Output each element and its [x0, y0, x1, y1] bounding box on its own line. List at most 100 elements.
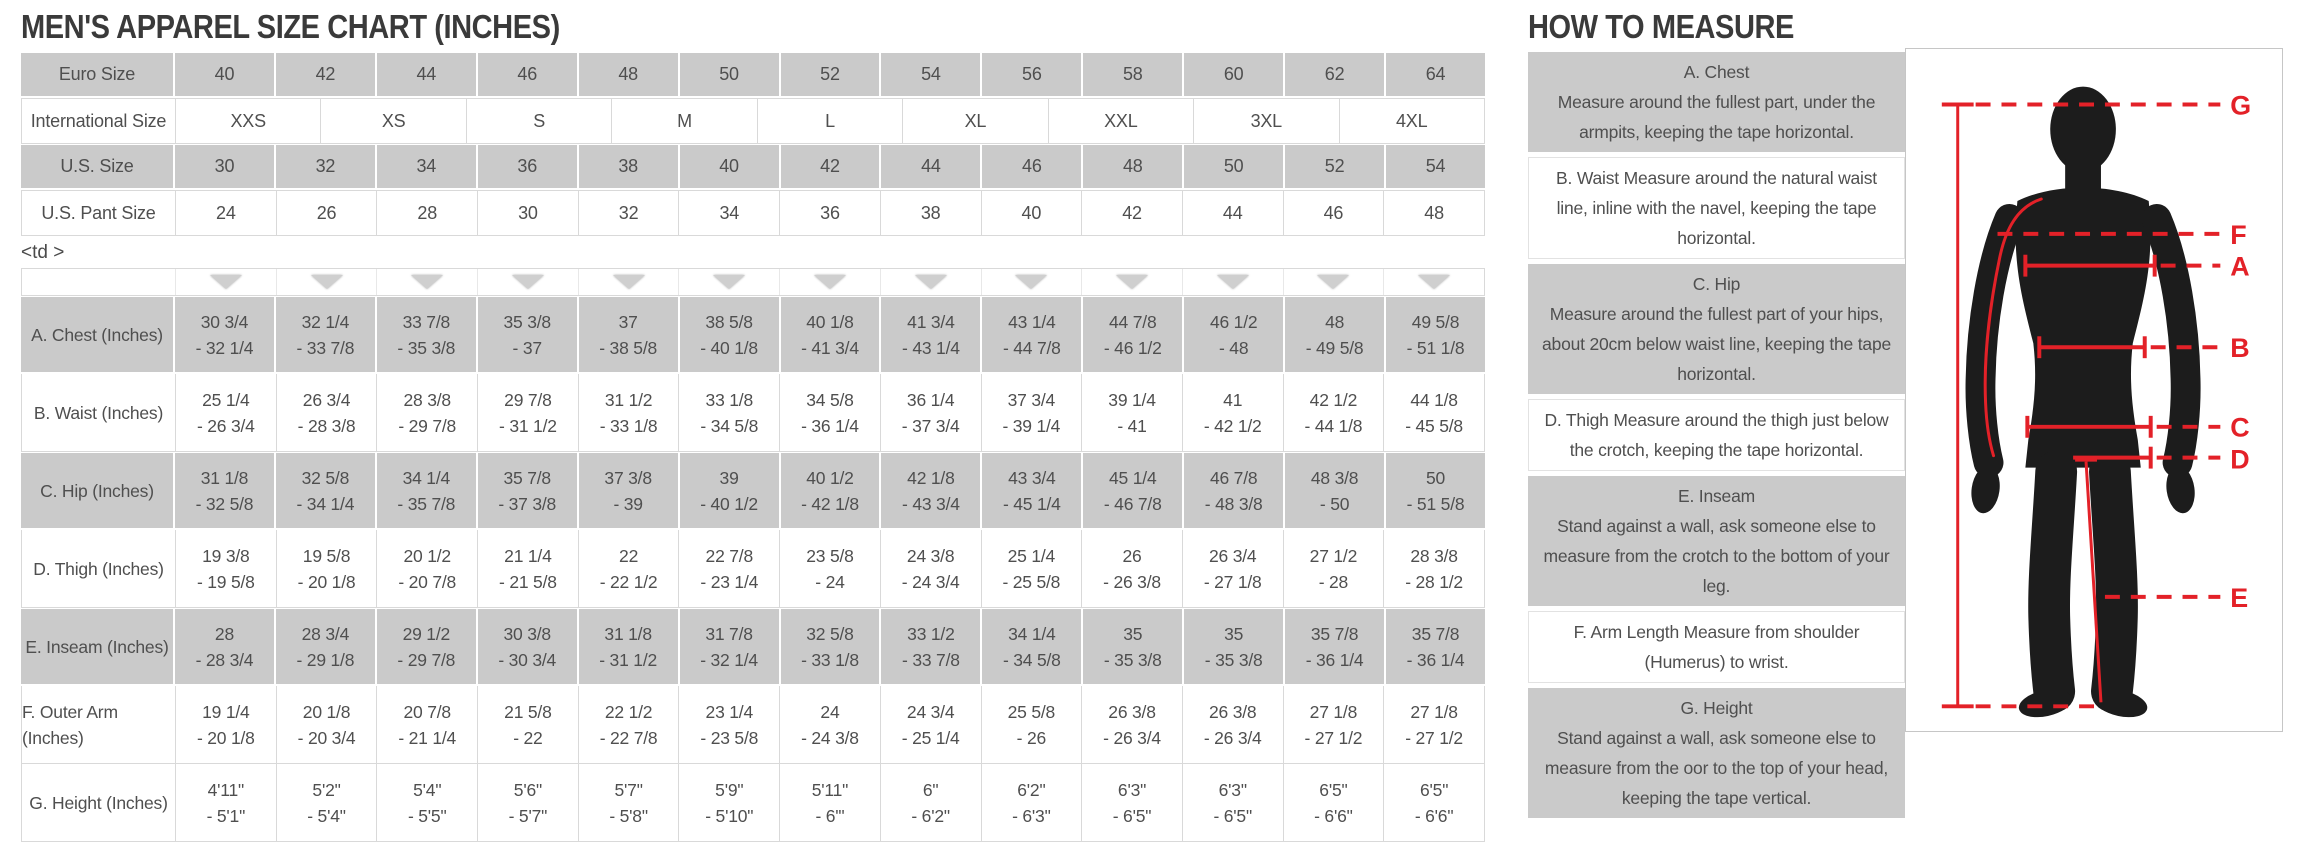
- range-from: 44 7/8: [1109, 311, 1157, 332]
- range-from: 23 1/4: [705, 701, 754, 722]
- range-from: 32 1/4: [301, 311, 350, 332]
- range-from: 5'7": [614, 779, 643, 800]
- measure-instructions: A. Chest Measure around the fullest part,…: [1528, 52, 1905, 818]
- range-cell: 26 3/4 - 27 1/8: [1182, 530, 1284, 608]
- triangle-cell: [881, 269, 982, 295]
- range-to: - 44 1/8: [1304, 415, 1363, 436]
- silhouette-right-foot: [2094, 689, 2148, 718]
- row-label: F. Outer Arm (Inches): [22, 686, 176, 764]
- range-cell: 42 1/2 - 44 1/8: [1283, 374, 1385, 452]
- range-cell: 26 3/4 - 28 3/8: [276, 374, 378, 452]
- size-value-cell: 46: [1283, 190, 1385, 236]
- range-to: - 44 7/8: [1002, 337, 1061, 358]
- label-F: F: [2230, 220, 2246, 250]
- range-cell: 34 5/8 - 36 1/4: [780, 374, 881, 452]
- range-to: - 45 1/4: [1002, 493, 1061, 514]
- range-from: 20 1/2: [403, 545, 451, 566]
- range-from: 19 5/8: [302, 545, 351, 566]
- silhouette-right-leg: [2089, 450, 2138, 713]
- range-from: 50: [1425, 467, 1446, 488]
- range-cell: 27 1/2 - 28: [1283, 530, 1385, 608]
- range-cell: 25 5/8 - 26: [981, 686, 1083, 764]
- range-cell: 34 1/4 - 34 5/8: [982, 608, 1084, 686]
- size-value-cell: XL: [903, 98, 1049, 144]
- range-from: 26 3/4: [302, 389, 351, 410]
- range-cell: 38 5/8 - 40 1/8: [679, 296, 781, 374]
- range-from: 37: [618, 311, 638, 332]
- measurement-row-outer-arm: F. Outer Arm (Inches) 19 1/4 - 20 1/8 20 1/…: [21, 686, 1485, 764]
- range-from: 5'2": [312, 779, 341, 800]
- triangle-row: [21, 268, 1485, 296]
- range-from: 21 1/4: [504, 545, 552, 566]
- range-to: - 41 3/4: [801, 337, 859, 358]
- range-from: 46 7/8: [1209, 467, 1258, 488]
- range-cell: 43 1/4 - 44 7/8: [982, 296, 1084, 374]
- measurement-row-chest: A. Chest (Inches) 30 3/4 - 32 1/4 32 1/4 - 3…: [21, 296, 1485, 374]
- range-cell: 6" - 6'2": [880, 764, 982, 842]
- range-from: 24: [820, 701, 840, 722]
- measurement-row-inseam: E. Inseam (Inches) 28 - 28 3/4 28 3/4 - 29 1…: [21, 608, 1485, 686]
- range-from: 48 3/8: [1310, 467, 1359, 488]
- range-to: - 24: [815, 571, 845, 592]
- range-cell: 35 7/8 - 37 3/8: [477, 452, 579, 530]
- range-from: 20 7/8: [403, 701, 451, 722]
- range-from: 26: [1122, 545, 1142, 566]
- size-value-cell: 24: [176, 190, 277, 236]
- range-cell: 32 5/8 - 33 1/8: [780, 608, 882, 686]
- range-to: - 6'5": [1213, 805, 1252, 826]
- range-cell: 50 - 51 5/8: [1386, 452, 1485, 530]
- size-value-cell: XS: [321, 98, 467, 144]
- range-to: - 26 3/4: [196, 415, 255, 436]
- range-to: - 36 1/4: [801, 415, 859, 436]
- range-from: 37 3/8: [604, 467, 652, 488]
- range-from: 24 3/4: [906, 701, 955, 722]
- range-cell: 28 3/8 - 29 7/8: [377, 374, 479, 452]
- range-from: 5'6": [513, 779, 543, 800]
- instruction-text: D. Thigh Measure around the thigh just b…: [1544, 410, 1889, 460]
- range-from: 29 7/8: [504, 389, 552, 410]
- size-header-row-euro-size: Euro Size 40 42 44 46 48 50 52 54 56 58 60 62 64: [21, 52, 1485, 98]
- size-value-cell: 32: [578, 190, 680, 236]
- range-from: 30 3/4: [200, 311, 249, 332]
- size-value-cell: 56: [982, 52, 1084, 98]
- range-cell: 22 7/8 - 23 1/4: [679, 530, 781, 608]
- size-value-cell: 4XL: [1339, 98, 1485, 144]
- label-A: A: [2230, 252, 2249, 282]
- range-to: - 38 5/8: [599, 337, 658, 358]
- row-label: U.S. Size: [21, 144, 175, 190]
- range-cell: 24 3/4 - 25 1/4: [880, 686, 982, 764]
- size-chart-section: MEN'S APPAREL SIZE CHART (INCHES) Euro S…: [21, 8, 1485, 842]
- range-cell: 33 7/8 - 35 3/8: [376, 296, 478, 374]
- range-from: 40 1/2: [806, 467, 854, 488]
- size-value-cell: 36: [477, 144, 579, 190]
- silhouette-left-arm: [1965, 203, 2025, 478]
- inseam-measure-line: [2084, 461, 2103, 703]
- size-value-cell: 36: [780, 190, 881, 236]
- range-to: - 41: [1117, 415, 1147, 436]
- measurement-row-waist: B. Waist (Inches) 25 1/4 - 26 3/4 26 3/4 - 2…: [21, 374, 1485, 452]
- range-to: - 26 3/8: [1103, 571, 1161, 592]
- range-cell: 41 3/4 - 43 1/4: [881, 296, 983, 374]
- range-cell: 31 1/8 - 31 1/2: [578, 608, 680, 686]
- size-value-cell: 54: [881, 52, 983, 98]
- range-to: - 6'2": [911, 805, 950, 826]
- range-from: 44 1/8: [1410, 389, 1458, 410]
- size-value-cell: 62: [1285, 52, 1387, 98]
- range-to: - 21 1/4: [398, 727, 457, 748]
- range-to: - 32 1/4: [195, 337, 254, 358]
- size-value-cell: 58: [1083, 52, 1185, 98]
- range-from: 5'9": [715, 779, 744, 800]
- range-cell: 36 1/4 - 37 3/4: [880, 374, 982, 452]
- range-cell: 28 3/8 - 28 1/2: [1384, 530, 1485, 608]
- range-cell: 29 7/8 - 31 1/2: [478, 374, 579, 452]
- range-to: - 25 5/8: [1002, 571, 1061, 592]
- triangle-cell: [277, 269, 378, 295]
- range-to: - 32 5/8: [195, 493, 254, 514]
- range-cell: 28 3/4 - 29 1/8: [275, 608, 377, 686]
- range-from: 42 1/8: [907, 467, 955, 488]
- body-measurement-diagram: G F A B C D E: [1941, 86, 2251, 718]
- how-to-measure-title: HOW TO MEASURE: [1528, 8, 1794, 45]
- range-to: - 49 5/8: [1305, 337, 1364, 358]
- range-to: - 5'4": [307, 805, 346, 826]
- range-to: - 42 1/8: [801, 493, 859, 514]
